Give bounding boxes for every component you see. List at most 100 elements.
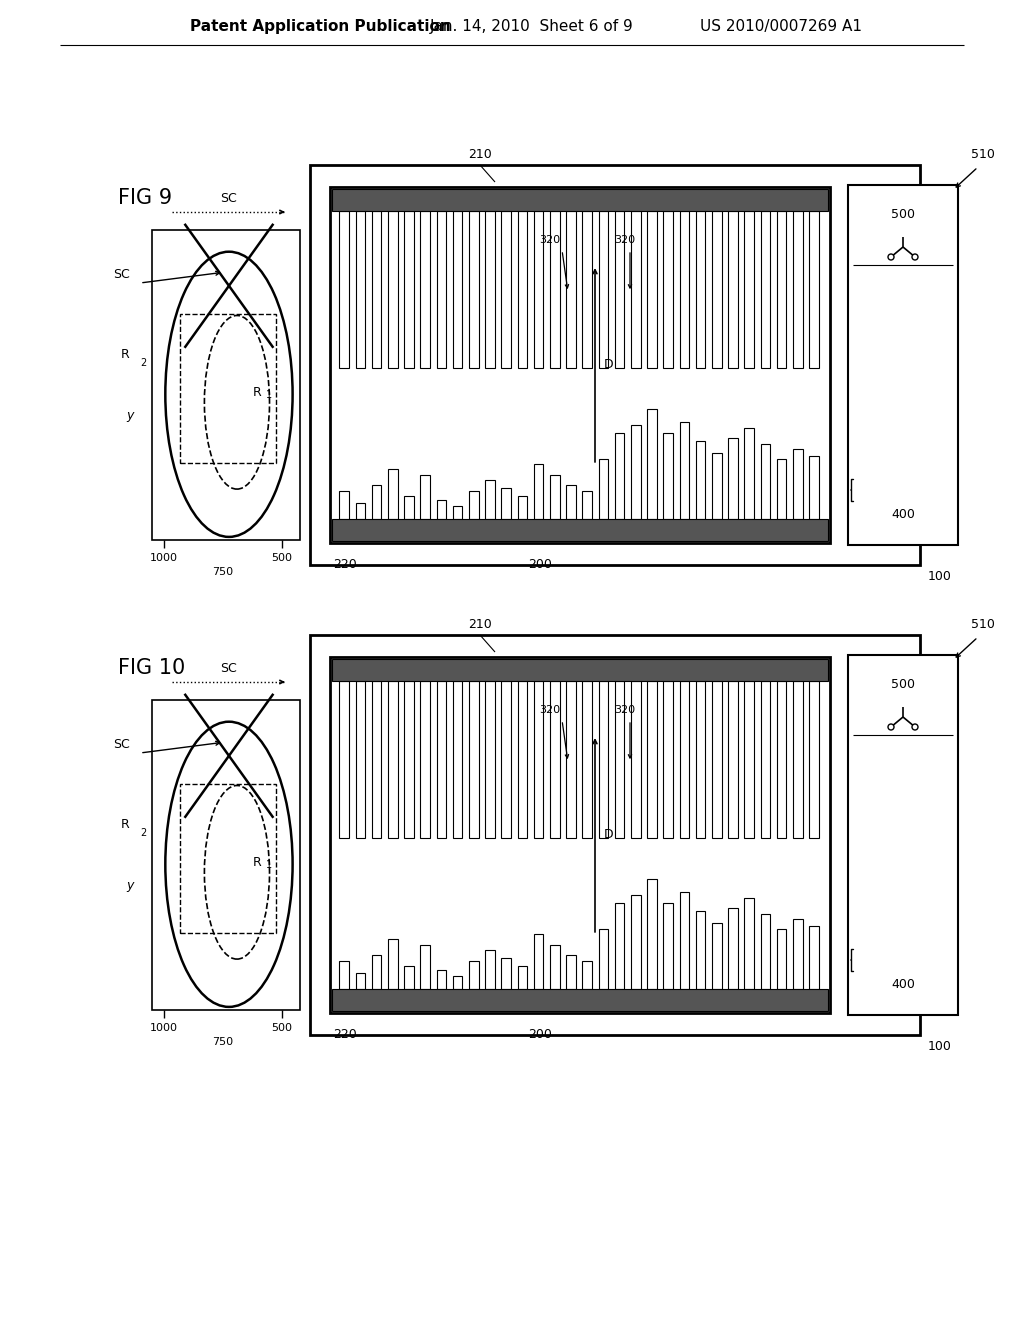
Bar	[647, 409, 656, 519]
Bar	[761, 444, 770, 519]
Bar	[180, 314, 276, 462]
Bar	[793, 449, 803, 519]
Bar	[453, 211, 463, 368]
Text: 510: 510	[971, 619, 995, 631]
Bar	[332, 989, 828, 1011]
Bar	[534, 681, 544, 838]
Bar	[534, 935, 544, 989]
Bar	[310, 165, 920, 565]
Text: 500: 500	[891, 209, 915, 222]
Text: 1000: 1000	[150, 553, 178, 564]
Text: y: y	[127, 409, 134, 422]
Text: 1: 1	[266, 391, 272, 400]
Bar	[793, 919, 803, 989]
Text: SC: SC	[220, 663, 237, 676]
Bar	[793, 211, 803, 368]
Text: 100: 100	[928, 570, 952, 583]
Bar	[744, 211, 754, 368]
Bar	[631, 895, 641, 989]
Text: 320: 320	[614, 705, 636, 715]
Text: 750: 750	[212, 568, 233, 577]
Circle shape	[912, 253, 918, 260]
Bar	[550, 945, 559, 989]
Bar	[728, 908, 737, 989]
Bar	[680, 892, 689, 989]
Bar	[696, 441, 706, 519]
Bar	[421, 211, 430, 368]
Bar	[355, 681, 366, 838]
Bar	[566, 484, 575, 519]
Bar	[599, 681, 608, 838]
Bar	[583, 491, 592, 519]
Text: 210: 210	[468, 149, 492, 161]
Bar	[152, 230, 300, 540]
Bar	[372, 484, 381, 519]
Bar	[453, 507, 463, 519]
Text: D: D	[604, 829, 613, 842]
Text: SC: SC	[114, 268, 130, 281]
Bar	[517, 211, 527, 368]
Bar	[388, 939, 397, 989]
Bar	[332, 659, 828, 681]
Bar	[485, 950, 495, 989]
Bar	[712, 923, 722, 989]
Bar	[728, 211, 737, 368]
Bar	[310, 635, 920, 1035]
Bar	[761, 211, 770, 368]
Bar	[728, 437, 737, 519]
Bar	[485, 480, 495, 519]
Bar	[453, 681, 463, 838]
Bar	[485, 211, 495, 368]
Bar	[330, 187, 830, 543]
Bar	[777, 929, 786, 989]
Bar	[777, 459, 786, 519]
Bar	[355, 973, 366, 989]
Bar	[355, 503, 366, 519]
Bar	[583, 681, 592, 838]
Text: US 2010/0007269 A1: US 2010/0007269 A1	[700, 20, 862, 34]
Bar	[436, 970, 446, 989]
Bar	[664, 433, 673, 519]
Bar	[599, 459, 608, 519]
Bar	[614, 211, 625, 368]
Bar	[330, 657, 830, 1012]
Bar	[712, 211, 722, 368]
Bar	[453, 977, 463, 989]
Bar	[469, 681, 478, 838]
Bar	[566, 211, 575, 368]
Text: 510: 510	[971, 149, 995, 161]
Bar	[421, 681, 430, 838]
Bar	[517, 965, 527, 989]
Bar	[809, 681, 819, 838]
Bar	[712, 453, 722, 519]
Bar	[614, 681, 625, 838]
Bar	[777, 211, 786, 368]
Bar	[583, 211, 592, 368]
Bar	[534, 465, 544, 519]
Bar	[436, 211, 446, 368]
Bar	[848, 185, 958, 545]
Bar	[631, 211, 641, 368]
Text: SC: SC	[220, 193, 237, 206]
Text: 220: 220	[333, 558, 357, 572]
Bar	[614, 903, 625, 989]
Bar	[614, 433, 625, 519]
Bar	[436, 500, 446, 519]
Bar	[421, 945, 430, 989]
Bar	[388, 681, 397, 838]
Text: 400: 400	[891, 508, 914, 521]
Bar	[502, 681, 511, 838]
Bar	[517, 681, 527, 838]
Text: 200: 200	[528, 1028, 552, 1041]
Bar	[696, 211, 706, 368]
Bar	[332, 519, 828, 541]
Bar	[777, 681, 786, 838]
Text: 500: 500	[271, 1023, 293, 1034]
Text: R: R	[253, 385, 261, 399]
Bar	[599, 211, 608, 368]
Bar	[664, 681, 673, 838]
Bar	[647, 879, 656, 989]
Bar	[404, 965, 414, 989]
Bar	[404, 495, 414, 519]
Text: 320: 320	[540, 705, 560, 715]
